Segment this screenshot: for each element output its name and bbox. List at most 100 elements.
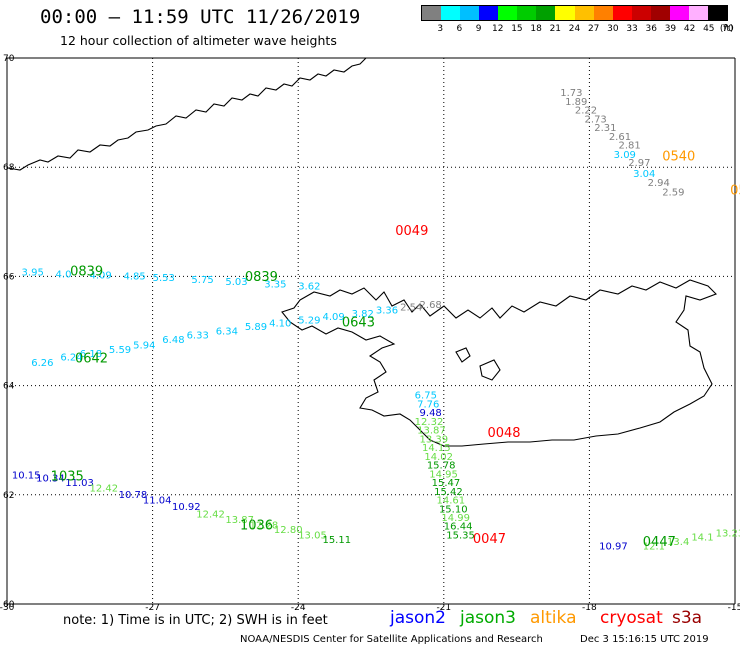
legend-swatch (688, 6, 708, 20)
wave-height-value: 5.89 (245, 322, 267, 333)
wave-height-value: 2.22 (575, 106, 597, 117)
wave-height-value: 11.03 (65, 478, 94, 489)
wave-height-value: 14.95 (429, 469, 458, 480)
wave-height-value: 10.34 (36, 474, 65, 485)
lon-tick-label: -27 (145, 603, 160, 613)
iceland-lake-2 (455, 347, 471, 363)
legend-swatch (593, 6, 613, 20)
lat-tick-label: 68 (3, 163, 15, 173)
wave-height-value: 4.85 (123, 272, 145, 283)
lon-tick-label: -30 (0, 603, 15, 613)
wave-height-value: 14.99 (441, 513, 470, 524)
iceland-coast (281, 279, 717, 447)
pass-time-label: 0643 (342, 316, 375, 331)
legend-swatch (555, 6, 575, 20)
wave-height-value: 12.28 (250, 521, 279, 532)
legend-label: 3 (437, 24, 444, 34)
lon-tick-label: -21 (436, 603, 451, 613)
wave-height-value: 5.03 (225, 277, 247, 288)
pass-time-label: 0047 (473, 532, 506, 547)
wave-height-value: 2.68 (420, 300, 442, 311)
lat-tick-label: 64 (3, 382, 15, 392)
altimeter-tracks: 1.731.892.222.732.312.612.813.092.973.04… (12, 88, 740, 552)
legend-label: 24 (568, 24, 581, 34)
wave-height-value: 2.61 (609, 132, 631, 143)
track-jason3-north: 3.95 4.0 4.09 4.85 5.53 5.75 5.03 3.35 3.62 (22, 267, 321, 292)
legend-swatch (536, 6, 556, 20)
lat-tick-label: 66 (3, 272, 15, 282)
legend-label: 15 (511, 24, 523, 34)
pass-time-label: 0049 (395, 224, 428, 239)
legend-swatch (517, 6, 537, 20)
page-title: 00:00 – 11:59 UTC 11/26/2019 (40, 6, 361, 28)
pass-time-label: 0447 (643, 535, 676, 550)
wave-height-value: 2.73 (585, 114, 607, 125)
wave-height-value: 15.35 (446, 530, 475, 541)
lon-tick-label: -18 (582, 603, 597, 613)
lat-tick-label: 62 (3, 491, 14, 501)
legend-swatch (612, 6, 632, 20)
wave-height-value: 12.32 (415, 417, 444, 428)
legend-swatches (421, 5, 728, 21)
wave-height-value: 3.82 (352, 309, 374, 320)
legend-label: 18 (530, 24, 542, 34)
wave-height-value: 6.75 (415, 391, 437, 402)
wave-height-value: 7.76 (417, 399, 439, 410)
color-legend: 3 6 9 12 15 18 21 24 27 30 33 36 39 42 45 70 (ft) (421, 5, 734, 35)
wave-height-value: 6.34 (216, 326, 238, 337)
lon-tick-label: -24 (291, 603, 306, 613)
wave-height-value: 12.42 (90, 484, 119, 495)
wave-height-value: 2.97 (628, 158, 650, 169)
wave-height-value: 6.33 (187, 331, 209, 342)
wave-height-value: 1.73 (560, 88, 582, 99)
wave-height-value: 10.97 (599, 541, 628, 552)
wave-height-value: 3.95 (22, 267, 44, 278)
wave-height-value: 2.31 (594, 123, 616, 134)
axis-labels: -30 -27 -24 -21 -18 -15 70 68 66 64 62 60 (0, 54, 740, 613)
wave-height-value: 4.0 (56, 269, 72, 280)
wave-height-value: 3.62 (298, 282, 320, 293)
legend-swatch (441, 6, 461, 20)
pass-time-label: 0839 (245, 270, 278, 285)
wave-height-value: 6.24 (60, 352, 82, 363)
legend-label: 12 (492, 24, 504, 34)
wave-height-value: 13.87 (225, 515, 254, 526)
wave-height-value: 14.15 (422, 443, 451, 454)
legend-swatch (479, 6, 499, 20)
pass-time-label: 05 (730, 184, 740, 199)
legend-labels: 3 6 9 12 15 18 21 24 27 30 33 36 39 42 45 70 (ft) (421, 21, 733, 35)
legend-swatch (650, 6, 670, 20)
wave-height-value: 13.39 (420, 434, 449, 445)
wave-height-value: 9.48 (420, 408, 442, 419)
wave-height-value: 13.23 (716, 528, 740, 539)
legend-label: 30 (607, 24, 619, 34)
pass-time-label: 1035 (51, 470, 84, 485)
wave-height-value: 6.26 (31, 358, 53, 369)
pass-time-label: 0839 (70, 264, 103, 279)
wave-height-value: 5.53 (153, 273, 175, 284)
wave-height-value: 15.11 (322, 535, 351, 546)
wave-height-value: 1.89 (565, 97, 587, 108)
wave-height-value: 6.48 (162, 335, 184, 346)
wave-height-value: 3.04 (633, 169, 655, 180)
wave-height-value: 16.44 (444, 522, 473, 533)
wave-height-value: 12.1 (643, 541, 665, 552)
coastline (7, 57, 717, 447)
wave-height-value: 14.61 (437, 496, 466, 507)
pass-time-label: 1036 (240, 519, 273, 534)
wave-height-value: 4.09 (90, 271, 112, 282)
legend-unit: (ft) (719, 24, 734, 34)
wave-height-value: 3.35 (264, 279, 286, 290)
track-altika-upper: 1.731.892.222.732.312.612.813.092.973.04… (560, 88, 684, 198)
wave-height-value: 5.59 (109, 345, 131, 356)
wave-height-value: 15.42 (434, 487, 463, 498)
legend-swatch (460, 6, 480, 20)
legend-label: 36 (645, 24, 657, 34)
wave-height-value: 11.04 (143, 496, 172, 507)
wave-height-value: 15.10 (439, 504, 468, 515)
pass-time-label: 0642 (75, 352, 108, 367)
lon-tick-label: -15 (728, 603, 740, 613)
legend-label: 39 (664, 24, 677, 34)
wave-height-value: 13.4 (667, 537, 689, 548)
